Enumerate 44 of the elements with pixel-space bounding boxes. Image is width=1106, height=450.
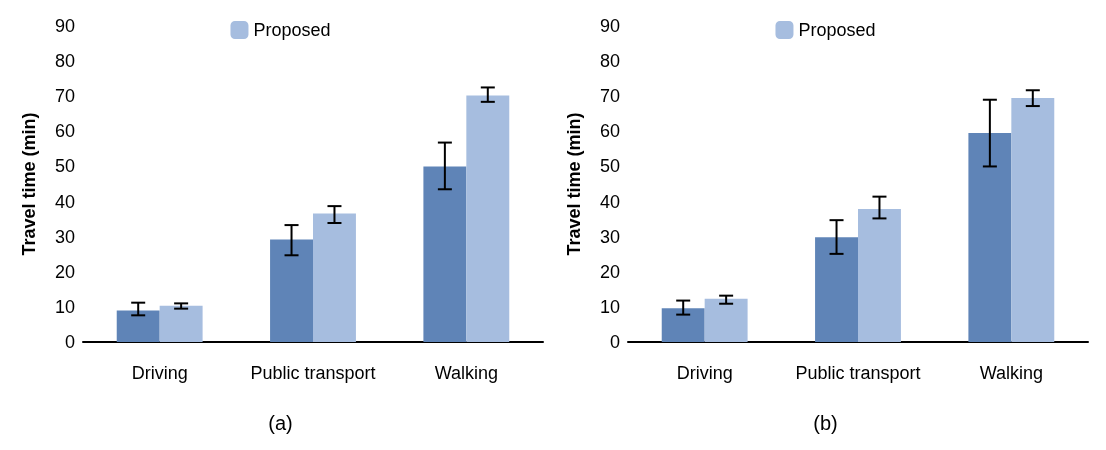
y-tick-label: 10: [599, 296, 620, 317]
bar: [815, 237, 858, 342]
bar: [270, 239, 313, 342]
x-tick-label: Public transport: [795, 363, 921, 383]
bar: [968, 133, 1012, 342]
y-tick-label: 80: [599, 51, 620, 72]
bar: [704, 298, 748, 342]
bar: [858, 208, 901, 342]
y-tick-label: 80: [54, 51, 75, 72]
y-tick-label: 20: [54, 261, 75, 282]
x-tick-label: Walking: [434, 363, 499, 383]
bar: [661, 308, 705, 342]
y-tick-label: 40: [54, 191, 75, 212]
bar: [313, 213, 356, 342]
bar: [1011, 97, 1055, 342]
y-tick-label: 40: [599, 191, 620, 212]
y-tick-label: 0: [64, 332, 75, 352]
y-tick-label: 90: [599, 16, 620, 36]
bar: [116, 310, 160, 342]
y-tick-label: 60: [599, 121, 620, 142]
legend-label: Proposed: [798, 20, 876, 40]
text: (a): [268, 412, 293, 434]
bar: [466, 95, 510, 342]
x-tick-label: Driving: [131, 363, 188, 383]
y-tick-label: 70: [54, 86, 75, 107]
y-axis-title: Travel time (min): [19, 112, 39, 256]
y-tick-label: 90: [54, 16, 75, 36]
x-tick-label: Driving: [676, 363, 733, 383]
y-tick-label: 0: [609, 332, 620, 352]
y-tick-label: 70: [599, 86, 620, 107]
text: (b): [813, 412, 838, 434]
y-axis-title: Travel time (min): [564, 112, 584, 256]
y-tick-label: 30: [54, 226, 75, 247]
y-tick-label: 60: [54, 121, 75, 142]
y-tick-label: 50: [599, 156, 620, 177]
y-tick-label: 10: [54, 296, 75, 317]
y-tick-label: 50: [54, 156, 75, 177]
bar: [159, 305, 203, 342]
x-tick-label: Public transport: [250, 363, 376, 383]
x-tick-label: Walking: [979, 363, 1044, 383]
bar: [423, 166, 467, 342]
y-tick-label: 30: [599, 226, 620, 247]
legend-label: Proposed: [253, 20, 331, 40]
y-tick-label: 20: [599, 261, 620, 282]
